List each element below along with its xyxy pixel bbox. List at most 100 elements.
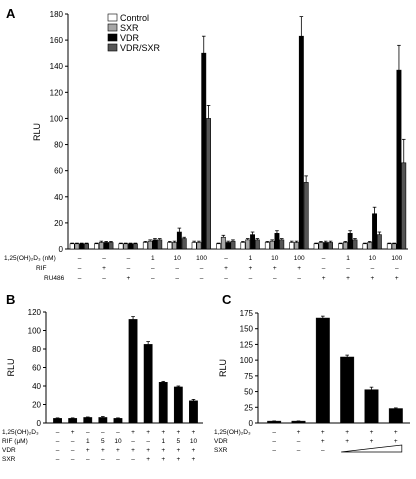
panel-b-condition-value: + xyxy=(161,429,165,436)
panel-b-bar xyxy=(128,319,138,424)
panel-b-y-tick-label: 40 xyxy=(32,382,41,391)
panel-a-condition-value: 100 xyxy=(196,255,207,262)
panel-a-bar xyxy=(342,242,348,250)
panel-a-condition-label: 1,25(OH)₂D₃ (nM) xyxy=(4,255,56,262)
panel-a-bar xyxy=(206,118,211,250)
panel-a-bar xyxy=(69,243,75,250)
panel-a-bar xyxy=(372,213,377,250)
panel-a-condition-value: – xyxy=(102,275,106,282)
panel-a-condition-label: RU486 xyxy=(44,275,65,282)
panel-a-condition-value: – xyxy=(78,265,82,272)
panel-b-condition-value: + xyxy=(86,447,90,454)
panel-a-bar xyxy=(152,239,158,250)
panel-c-condition-value: + xyxy=(345,429,349,436)
panel-c-ylabel: RLU xyxy=(218,359,228,377)
panel-a-condition-value: – xyxy=(224,255,228,262)
panel-c-condition-value: + xyxy=(321,429,325,436)
panel-a-bar xyxy=(147,240,153,250)
panel-c-condition-value: + xyxy=(394,438,398,445)
panel-b-condition-value: + xyxy=(71,429,75,436)
panel-a-legend-swatch xyxy=(107,23,118,32)
panel-a-condition-value: – xyxy=(200,275,204,282)
panel-a-condition-value: – xyxy=(127,265,131,272)
panel-b-y-tick-label: 80 xyxy=(32,345,41,354)
panel-a-bar xyxy=(230,240,236,250)
panel-b-condition-value: – xyxy=(56,429,60,436)
panel-a-legend-swatch xyxy=(107,13,118,22)
panel-c-y-tick-label: 125 xyxy=(240,340,254,349)
panel-a-legend-swatch xyxy=(107,43,118,52)
panel-a-bar xyxy=(367,242,373,250)
panel-a-condition-value: – xyxy=(273,275,277,282)
panel-a-y-tick-label: 20 xyxy=(54,219,63,228)
panel-c-condition-value: + xyxy=(370,429,374,436)
panel-c-bar xyxy=(364,389,379,424)
panel-a-y-tick-label: 140 xyxy=(50,62,64,71)
panel-a-condition-value: + xyxy=(371,275,375,282)
panel-c-condition-value: – xyxy=(321,447,325,454)
panel-a-y-tick-label: 160 xyxy=(50,36,64,45)
panel-a-y-tick-label: 180 xyxy=(50,10,64,19)
panel-a-bar xyxy=(303,182,309,250)
panel-b-condition-value: 10 xyxy=(114,438,122,445)
panel-a-y-tick-label: 60 xyxy=(54,167,63,176)
panel-b-condition-value: + xyxy=(176,456,180,463)
panel-c-condition-label: SXR xyxy=(214,447,228,454)
panel-c-bar xyxy=(315,317,330,424)
panel-b-bar xyxy=(53,418,62,424)
panel-b-bar xyxy=(68,418,78,424)
panel-a-y-tick-label: 120 xyxy=(50,88,64,97)
panel-b-condition-value: – xyxy=(116,456,120,463)
panel-c-bar xyxy=(291,420,306,424)
panel-b-bar xyxy=(113,418,123,424)
panel-a-condition-value: + xyxy=(127,275,131,282)
panel-c-bar xyxy=(267,420,282,424)
panel-c-condition-value: – xyxy=(297,438,301,445)
panel-b-y-tick-label: 120 xyxy=(28,308,42,317)
panel-a-bar xyxy=(279,239,285,250)
panel-a-condition-value: 1 xyxy=(151,255,155,262)
panel-a-y-tick-label: 0 xyxy=(59,245,64,254)
panel-a-bar xyxy=(240,242,246,250)
panel-c-condition-label: VDR xyxy=(214,438,228,445)
panel-a-bar xyxy=(108,242,114,250)
panel-a-bar xyxy=(294,242,299,250)
panel-a-y-tick-label: 80 xyxy=(54,141,63,150)
panel-c-y-tick-label: 50 xyxy=(244,388,253,397)
panel-a-bar xyxy=(181,238,187,250)
panel-a-condition-value: 100 xyxy=(391,255,402,262)
panel-a-condition-value: – xyxy=(78,275,82,282)
panel-c-condition-value: – xyxy=(272,447,276,454)
panel-a-condition-value: – xyxy=(151,265,155,272)
panel-c-y-tick-label: 25 xyxy=(244,403,253,412)
panel-b-condition-value: + xyxy=(131,429,135,436)
panel-a-bar xyxy=(264,242,270,250)
panel-a-condition-value: + xyxy=(273,265,277,272)
panel-c-condition-value: – xyxy=(297,447,301,454)
panel-b-bar xyxy=(83,417,93,424)
panel-a-legend-label: VDR xyxy=(120,33,140,43)
panel-a-condition-value: – xyxy=(127,255,131,262)
panel-c-y-tick-label: 0 xyxy=(249,419,254,428)
panel-a-condition-value: + xyxy=(249,265,253,272)
panel-c-condition-label: 1,25(OH)₂D₃ xyxy=(214,429,251,436)
panel-b-condition-value: + xyxy=(131,447,135,454)
panel-b-condition-value: – xyxy=(131,438,135,445)
panel-a-bar xyxy=(98,242,104,250)
panel-a-bar xyxy=(347,233,353,250)
panel-b-condition-value: – xyxy=(71,456,75,463)
panel-a-bar xyxy=(94,243,100,250)
panel-a-condition-label: RIF xyxy=(36,265,47,272)
panel-a-bar xyxy=(84,243,90,250)
panel-a-bar xyxy=(196,242,202,250)
panel-b-condition-value: – xyxy=(146,438,150,445)
panel-b-bar xyxy=(158,382,168,424)
panel-a-bar xyxy=(401,162,407,250)
panel-a-condition-value: 10 xyxy=(369,255,377,262)
panel-b-condition-label: VDR xyxy=(2,447,16,454)
panel-a-bar xyxy=(318,242,324,250)
panel-a-bar xyxy=(386,243,392,250)
panel-a-condition-value: – xyxy=(322,255,326,262)
panel-b-condition-value: + xyxy=(146,447,150,454)
panel-a-legend-label: SXR xyxy=(120,23,139,33)
